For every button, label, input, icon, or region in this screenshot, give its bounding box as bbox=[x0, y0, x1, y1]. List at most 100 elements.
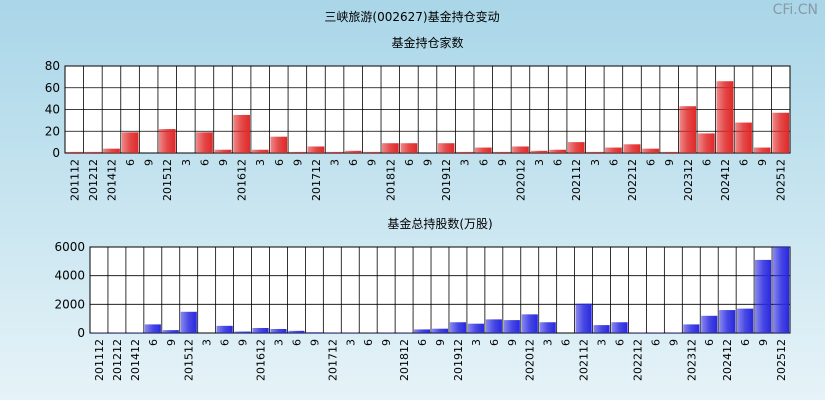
y-tick-label: 2000 bbox=[54, 297, 85, 311]
x-tick-label: 3 bbox=[459, 159, 472, 166]
x-tick-label: 3 bbox=[254, 159, 267, 166]
x-tick-label: 9 bbox=[291, 159, 304, 166]
x-tick-label: 6 bbox=[290, 339, 303, 346]
bar bbox=[145, 324, 161, 333]
x-tick-label: 9 bbox=[366, 159, 379, 166]
bar bbox=[737, 309, 753, 333]
bar bbox=[698, 133, 715, 153]
x-tick-label: 6 bbox=[347, 159, 360, 166]
bar bbox=[755, 260, 771, 333]
y-tick-label: 20 bbox=[45, 124, 60, 138]
x-tick-label: 9 bbox=[757, 339, 770, 346]
bar bbox=[593, 325, 609, 333]
bar bbox=[586, 152, 603, 153]
bar bbox=[486, 319, 502, 333]
x-tick-label: 202212 bbox=[626, 159, 639, 201]
x-tick-label: 3 bbox=[201, 339, 214, 346]
bar bbox=[468, 324, 484, 333]
bar bbox=[103, 149, 120, 153]
bar bbox=[624, 144, 641, 153]
x-tick-label: 9 bbox=[667, 339, 680, 346]
bar bbox=[719, 310, 735, 333]
x-tick-label: 6 bbox=[488, 339, 501, 346]
y-tick-label: 4000 bbox=[54, 269, 85, 283]
bar bbox=[306, 332, 322, 333]
bar bbox=[85, 152, 102, 153]
bar bbox=[642, 149, 659, 153]
watermark: CFi.CN bbox=[773, 2, 818, 18]
x-tick-label: 201912 bbox=[452, 339, 465, 381]
x-tick-label: 9 bbox=[308, 339, 321, 346]
bar bbox=[504, 320, 520, 333]
chart-title: 基金总持股数(万股) bbox=[387, 216, 492, 231]
bar bbox=[215, 150, 232, 153]
bar bbox=[382, 143, 399, 153]
x-tick-label: 201512 bbox=[183, 339, 196, 381]
bar bbox=[270, 137, 287, 153]
bar bbox=[438, 143, 455, 153]
bar bbox=[522, 314, 538, 333]
x-tick-label: 202112 bbox=[578, 339, 591, 381]
x-tick-label: 6 bbox=[124, 159, 137, 166]
y-tick-label: 0 bbox=[77, 326, 85, 340]
x-tick-label: 9 bbox=[496, 159, 509, 166]
x-tick-label: 6 bbox=[700, 159, 713, 166]
x-tick-label: 9 bbox=[165, 339, 178, 346]
bar bbox=[735, 123, 752, 153]
x-tick-label: 201212 bbox=[111, 339, 124, 381]
chart-title: 基金持仓家数 bbox=[391, 35, 463, 50]
x-tick-label: 202012 bbox=[524, 339, 537, 381]
y-tick-label: 80 bbox=[45, 59, 60, 73]
bar bbox=[163, 330, 179, 333]
bar bbox=[122, 132, 139, 153]
x-tick-label: 9 bbox=[380, 339, 393, 346]
bar bbox=[288, 331, 304, 333]
bar bbox=[233, 115, 250, 153]
bar bbox=[345, 151, 362, 153]
x-tick-label: 202112 bbox=[570, 159, 583, 201]
x-tick-label: 3 bbox=[533, 159, 546, 166]
x-tick-label: 201812 bbox=[398, 339, 411, 381]
x-tick-label: 6 bbox=[739, 339, 752, 346]
x-tick-label: 201812 bbox=[384, 159, 397, 201]
x-tick-label: 9 bbox=[143, 159, 156, 166]
bar bbox=[308, 146, 325, 153]
bar bbox=[217, 326, 233, 333]
x-tick-label: 6 bbox=[613, 339, 626, 346]
x-tick-label: 6 bbox=[147, 339, 160, 346]
bar bbox=[754, 148, 771, 153]
x-tick-label: 202012 bbox=[514, 159, 527, 201]
x-tick-label: 3 bbox=[272, 339, 285, 346]
x-tick-label: 201712 bbox=[326, 339, 339, 381]
x-tick-label: 6 bbox=[552, 159, 565, 166]
x-tick-label: 201112 bbox=[93, 339, 106, 381]
x-tick-label: 6 bbox=[607, 159, 620, 166]
x-tick-label: 6 bbox=[477, 159, 490, 166]
x-tick-label: 6 bbox=[403, 159, 416, 166]
bar bbox=[679, 106, 696, 153]
x-tick-label: 6 bbox=[703, 339, 716, 346]
x-tick-label: 3 bbox=[180, 159, 193, 166]
bar bbox=[234, 332, 250, 333]
y-tick-label: 6000 bbox=[54, 240, 85, 254]
x-tick-label: 3 bbox=[470, 339, 483, 346]
bar bbox=[252, 328, 268, 333]
x-tick-label: 202312 bbox=[682, 159, 695, 201]
bar bbox=[531, 151, 548, 153]
x-tick-label: 3 bbox=[542, 339, 555, 346]
page-title: 三峡旅游(002627)基金持仓变动 bbox=[324, 9, 499, 24]
bar bbox=[475, 148, 492, 153]
x-tick-label: 202412 bbox=[721, 339, 734, 381]
x-tick-label: 6 bbox=[649, 339, 662, 346]
bar bbox=[512, 146, 529, 153]
x-tick-label: 9 bbox=[237, 339, 250, 346]
y-tick-label: 60 bbox=[45, 81, 60, 95]
bar bbox=[772, 113, 789, 153]
y-tick-label: 0 bbox=[52, 146, 60, 160]
bar bbox=[181, 312, 197, 333]
bar bbox=[450, 322, 466, 333]
bar bbox=[540, 322, 556, 333]
x-tick-label: 201112 bbox=[68, 159, 81, 201]
